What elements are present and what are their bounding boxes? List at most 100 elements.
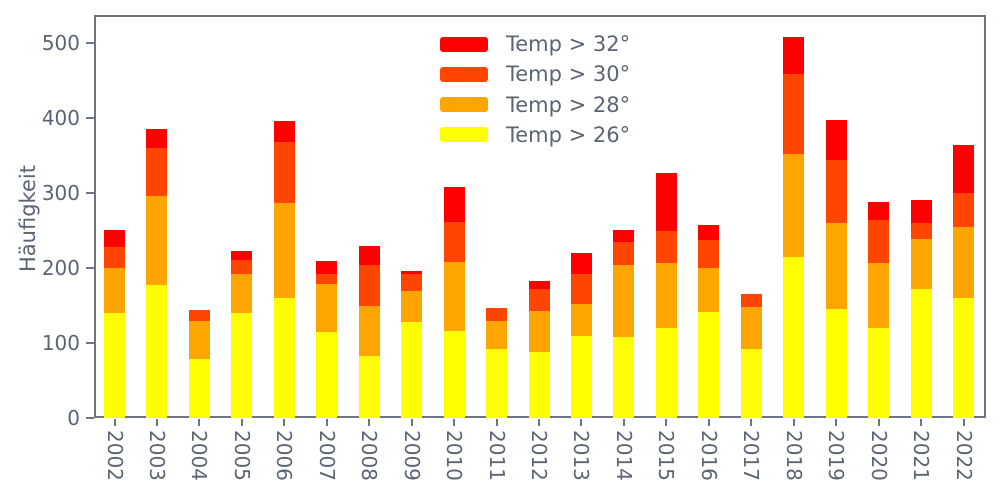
bar-segment <box>316 332 338 418</box>
bar-segment <box>953 297 974 418</box>
y-tick-label: 300 <box>41 180 80 205</box>
legend-color-patch <box>440 97 488 113</box>
bar-segment <box>528 289 550 311</box>
bar-segment <box>358 264 380 306</box>
x-tick-label: 2021 <box>909 430 934 481</box>
x-tick-label: 2015 <box>654 430 679 481</box>
bar-segment <box>953 193 974 227</box>
bar-segment <box>443 331 465 418</box>
y-tick-label: 200 <box>41 255 80 280</box>
bar-segment <box>783 153 805 257</box>
x-tick-mark <box>707 419 710 426</box>
bar-segment <box>825 222 847 309</box>
legend-item-label: Temp > 28° <box>506 92 631 117</box>
x-tick-mark <box>877 419 880 426</box>
y-tick-label: 400 <box>41 105 80 130</box>
bar-segment <box>486 348 508 418</box>
bar-segment <box>231 260 253 274</box>
bar-segment <box>104 312 125 418</box>
bar-segment <box>273 121 295 142</box>
bar-segment <box>146 284 168 418</box>
bar-segment <box>528 351 550 418</box>
x-tick-mark <box>155 419 158 426</box>
bar-segment <box>698 224 720 240</box>
legend-item-label: Temp > 30° <box>506 62 631 87</box>
bar-segment <box>273 298 295 418</box>
bar-segment <box>698 267 720 312</box>
x-tick-label: 2011 <box>484 430 509 481</box>
bar-segment <box>953 144 974 194</box>
legend-item-label: Temp > 26° <box>506 122 631 147</box>
legend-color-patch <box>440 127 488 143</box>
bar-segment <box>401 321 423 418</box>
bar-segment <box>740 306 762 349</box>
bar-segment <box>316 260 338 274</box>
bar-segment <box>188 359 210 418</box>
y-tick-mark <box>86 341 94 344</box>
bar-segment <box>188 309 210 321</box>
bar-segment <box>358 305 380 356</box>
bar-segment <box>655 230 677 263</box>
legend-color-patch <box>440 66 488 82</box>
bar-segment <box>868 202 890 221</box>
bar-segment <box>613 242 635 265</box>
bar-segment <box>401 270 423 274</box>
bar-segment <box>783 74 805 154</box>
x-tick-label: 2018 <box>781 430 806 481</box>
bar-segment <box>528 281 550 290</box>
y-tick-mark <box>86 416 94 419</box>
bar-segment <box>570 335 592 418</box>
bar-segment <box>486 320 508 349</box>
legend-item: Temp > 28° <box>440 90 630 120</box>
x-tick-mark <box>750 419 753 426</box>
bar-segment <box>486 308 508 321</box>
x-tick-label: 2005 <box>229 430 254 481</box>
x-tick-mark <box>325 419 328 426</box>
bar-segment <box>443 186 465 222</box>
x-tick-mark <box>622 419 625 426</box>
bar-segment <box>146 148 168 197</box>
x-tick-label: 2017 <box>739 430 764 481</box>
bar-segment <box>570 252 592 274</box>
x-tick-label: 2019 <box>824 430 849 481</box>
x-tick-label: 2006 <box>272 430 297 481</box>
bar-segment <box>104 230 125 248</box>
x-tick-mark <box>453 419 456 426</box>
bar-segment <box>910 289 932 418</box>
bar-segment <box>528 311 550 352</box>
bar-segment <box>740 348 762 418</box>
bar-segment <box>401 290 423 322</box>
x-tick-mark <box>665 419 668 426</box>
bar-segment <box>231 313 253 418</box>
y-tick-mark <box>86 41 94 44</box>
y-tick-mark <box>86 191 94 194</box>
legend-item: Temp > 30° <box>440 59 630 89</box>
x-tick-mark <box>920 419 923 426</box>
bar-segment <box>273 203 295 299</box>
bar-segment <box>104 267 125 313</box>
x-tick-mark <box>240 419 243 426</box>
bar-segment <box>443 221 465 262</box>
x-tick-label: 2013 <box>569 430 594 481</box>
bar-segment <box>146 128 168 149</box>
y-tick-label: 0 <box>67 405 80 430</box>
bar-segment <box>358 356 380 418</box>
bar-segment <box>358 245 380 265</box>
bar-segment <box>316 273 338 284</box>
x-tick-label: 2002 <box>102 430 127 481</box>
legend-item: Temp > 32° <box>440 29 630 59</box>
x-tick-label: 2016 <box>696 430 721 481</box>
bar-segment <box>868 263 890 328</box>
bar-segment <box>783 257 805 418</box>
x-tick-mark <box>835 419 838 426</box>
y-axis-label: Häufigkeit <box>16 165 40 272</box>
bar-segment <box>231 273 253 314</box>
x-tick-mark <box>368 419 371 426</box>
bar-segment <box>783 36 805 74</box>
bar-segment <box>401 273 423 291</box>
legend-item: Temp > 26° <box>440 120 630 150</box>
bar-segment <box>570 273 592 304</box>
y-tick-mark <box>86 116 94 119</box>
bar-segment <box>910 222 932 239</box>
